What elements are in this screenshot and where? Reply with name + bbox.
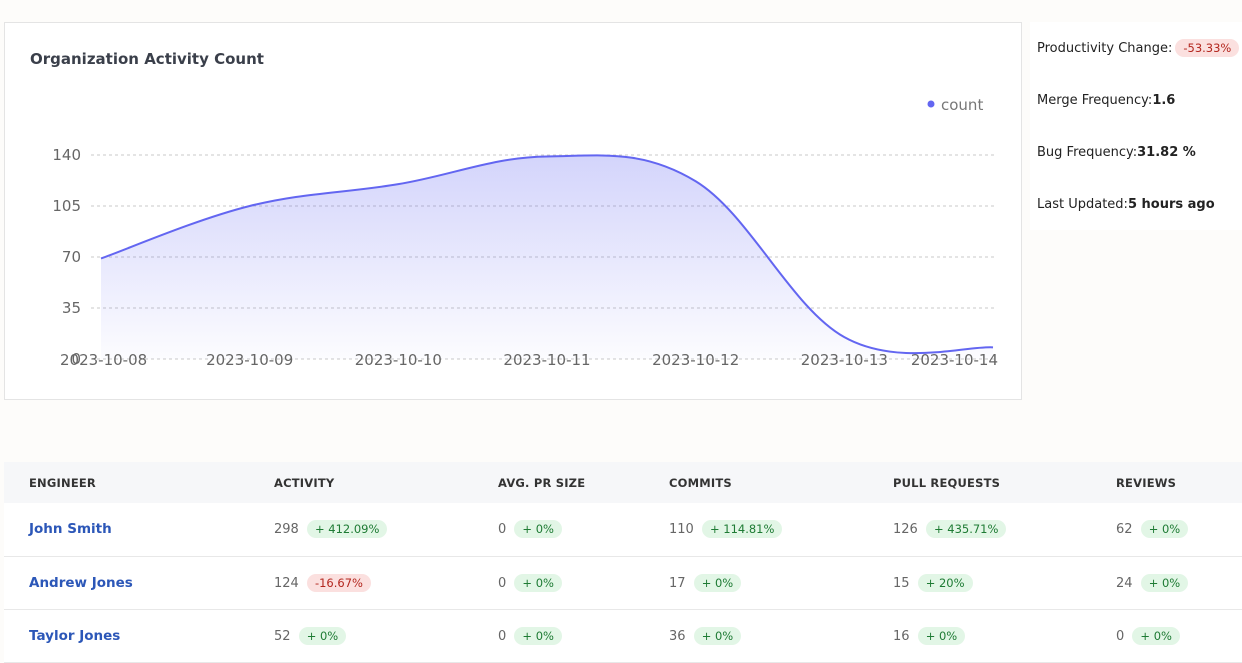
stats-panel: Productivity Change: -53.33% Merge Frequ… xyxy=(1030,22,1242,230)
change-badge: + 0% xyxy=(693,626,742,645)
x-tick-label: 2023-10-12 xyxy=(652,351,739,369)
legend-label[interactable]: count xyxy=(941,96,983,114)
activity-cell: 124 -16.67% xyxy=(274,556,498,609)
table-row: Taylor Jones 52 + 0% 0 + 0% 36 + 0% 16 +… xyxy=(4,609,1242,662)
y-tick-label: 35 xyxy=(62,299,81,317)
header-engineer[interactable]: ENGINEER xyxy=(29,475,96,490)
engineer-name-link[interactable]: Andrew Jones xyxy=(29,574,133,591)
header-commits[interactable]: COMMITS xyxy=(669,475,732,490)
cell-value: 0 xyxy=(1116,628,1125,644)
change-badge: + 0% xyxy=(917,626,966,645)
cell-value: 126 xyxy=(893,522,918,538)
change-badge: -16.67% xyxy=(306,573,371,592)
change-badge: + 0% xyxy=(1140,573,1189,592)
reviews-cell: 0 + 0% xyxy=(1116,609,1242,662)
productivity-change-badge: -53.33% xyxy=(1175,39,1240,57)
cell-value: 24 xyxy=(1116,575,1133,591)
change-badge: + 412.09% xyxy=(306,520,388,539)
stat-label: Productivity Change: xyxy=(1037,40,1173,56)
x-tick-label: 2023-10-11 xyxy=(503,351,590,369)
stat-label: Bug Frequency: xyxy=(1037,144,1138,160)
cell-value: 298 xyxy=(274,522,299,538)
activity-cell: 52 + 0% xyxy=(274,609,498,662)
change-badge: + 0% xyxy=(1140,520,1189,539)
chart-title: Organization Activity Count xyxy=(30,50,264,68)
activity-chart-card: Organization Activity Count 0 35 70 105 140 2… xyxy=(4,22,1022,400)
header-reviews[interactable]: REVIEWS xyxy=(1116,475,1177,490)
engineer-table-wrap: ENGINEER ACTIVITY AVG. PR SIZE COMMITS P… xyxy=(4,462,1242,663)
activity-cell: 298 + 412.09% xyxy=(274,503,498,556)
pr-size-cell: 0 + 0% xyxy=(498,503,669,556)
cell-value: 16 xyxy=(893,628,910,644)
change-badge: + 114.81% xyxy=(701,520,783,539)
pull-requests-cell: 15 + 20% xyxy=(893,556,1116,609)
x-tick-label: 2023-10-13 xyxy=(801,351,888,369)
commits-cell: 17 + 0% xyxy=(669,556,893,609)
y-tick-label: 70 xyxy=(62,248,81,266)
commits-cell: 110 + 114.81% xyxy=(669,503,893,556)
engineer-name-link[interactable]: John Smith xyxy=(29,521,112,538)
stat-productivity-change: Productivity Change: -53.33% xyxy=(1030,22,1242,74)
change-badge: + 0% xyxy=(1132,626,1180,645)
table-row: Andrew Jones 124 -16.67% 0 + 0% 17 + 0% … xyxy=(4,556,1242,609)
cell-value: 0 xyxy=(498,575,507,591)
change-badge: + 0% xyxy=(514,626,562,645)
legend-marker xyxy=(927,100,935,108)
change-badge: + 0% xyxy=(514,520,562,539)
x-tick-label: 2023-10-09 xyxy=(206,351,293,369)
header-avg-pr-size[interactable]: AVG. PR SIZE xyxy=(498,475,586,490)
stat-value: 31.82 % xyxy=(1137,144,1196,160)
cell-value: 62 xyxy=(1116,522,1133,538)
x-tick-label: 2023-10-10 xyxy=(355,351,442,369)
cell-value: 0 xyxy=(498,628,507,644)
activity-area-chart: 0 35 70 105 140 2023-10-08 2023-10-09 2023-10-1… xyxy=(52,96,998,369)
stat-label: Last Updated: xyxy=(1037,196,1128,212)
stat-value: 1.6 xyxy=(1152,92,1176,108)
stat-value: 5 hours ago xyxy=(1127,196,1215,212)
table-row: John Smith 298 + 412.09% 0 + 0% 110 + 11… xyxy=(4,503,1242,556)
x-tick-label: 2023-10-08 xyxy=(60,351,147,369)
commits-cell: 36 + 0% xyxy=(669,609,893,662)
area-fill xyxy=(101,155,993,359)
header-activity[interactable]: ACTIVITY xyxy=(274,475,335,490)
y-tick-label: 0 xyxy=(71,350,81,368)
change-badge: + 20% xyxy=(917,573,973,592)
cell-value: 0 xyxy=(498,522,507,538)
reviews-cell: 62 + 0% xyxy=(1116,503,1242,556)
cell-value: 36 xyxy=(669,628,686,644)
stat-label: Merge Frequency: xyxy=(1037,92,1153,108)
pr-size-cell: 0 + 0% xyxy=(498,609,669,662)
engineer-name-link[interactable]: Taylor Jones xyxy=(29,627,121,644)
stat-merge-frequency: Merge Frequency: 1.6 xyxy=(1030,74,1242,126)
cell-value: 124 xyxy=(274,575,299,591)
engineer-table: ENGINEER ACTIVITY AVG. PR SIZE COMMITS P… xyxy=(4,462,1242,663)
pull-requests-cell: 16 + 0% xyxy=(893,609,1116,662)
table-header-row: ENGINEER ACTIVITY AVG. PR SIZE COMMITS P… xyxy=(4,462,1242,503)
y-tick-label: 105 xyxy=(52,197,81,215)
cell-value: 15 xyxy=(893,575,910,591)
reviews-cell: 24 + 0% xyxy=(1116,556,1242,609)
change-badge: + 435.71% xyxy=(925,520,1007,539)
x-tick-label: 2023-10-14 xyxy=(911,351,998,369)
change-badge: + 0% xyxy=(693,573,742,592)
stat-bug-frequency: Bug Frequency: 31.82 % xyxy=(1030,126,1242,178)
pull-requests-cell: 126 + 435.71% xyxy=(893,503,1116,556)
cell-value: 17 xyxy=(669,575,686,591)
y-tick-label: 140 xyxy=(52,146,81,164)
stat-last-updated: Last Updated: 5 hours ago xyxy=(1030,178,1242,230)
cell-value: 110 xyxy=(669,522,694,538)
change-badge: + 0% xyxy=(298,626,347,645)
pr-size-cell: 0 + 0% xyxy=(498,556,669,609)
cell-value: 52 xyxy=(274,628,291,644)
change-badge: + 0% xyxy=(514,573,562,592)
header-pull-requests[interactable]: PULL REQUESTS xyxy=(893,475,1001,490)
